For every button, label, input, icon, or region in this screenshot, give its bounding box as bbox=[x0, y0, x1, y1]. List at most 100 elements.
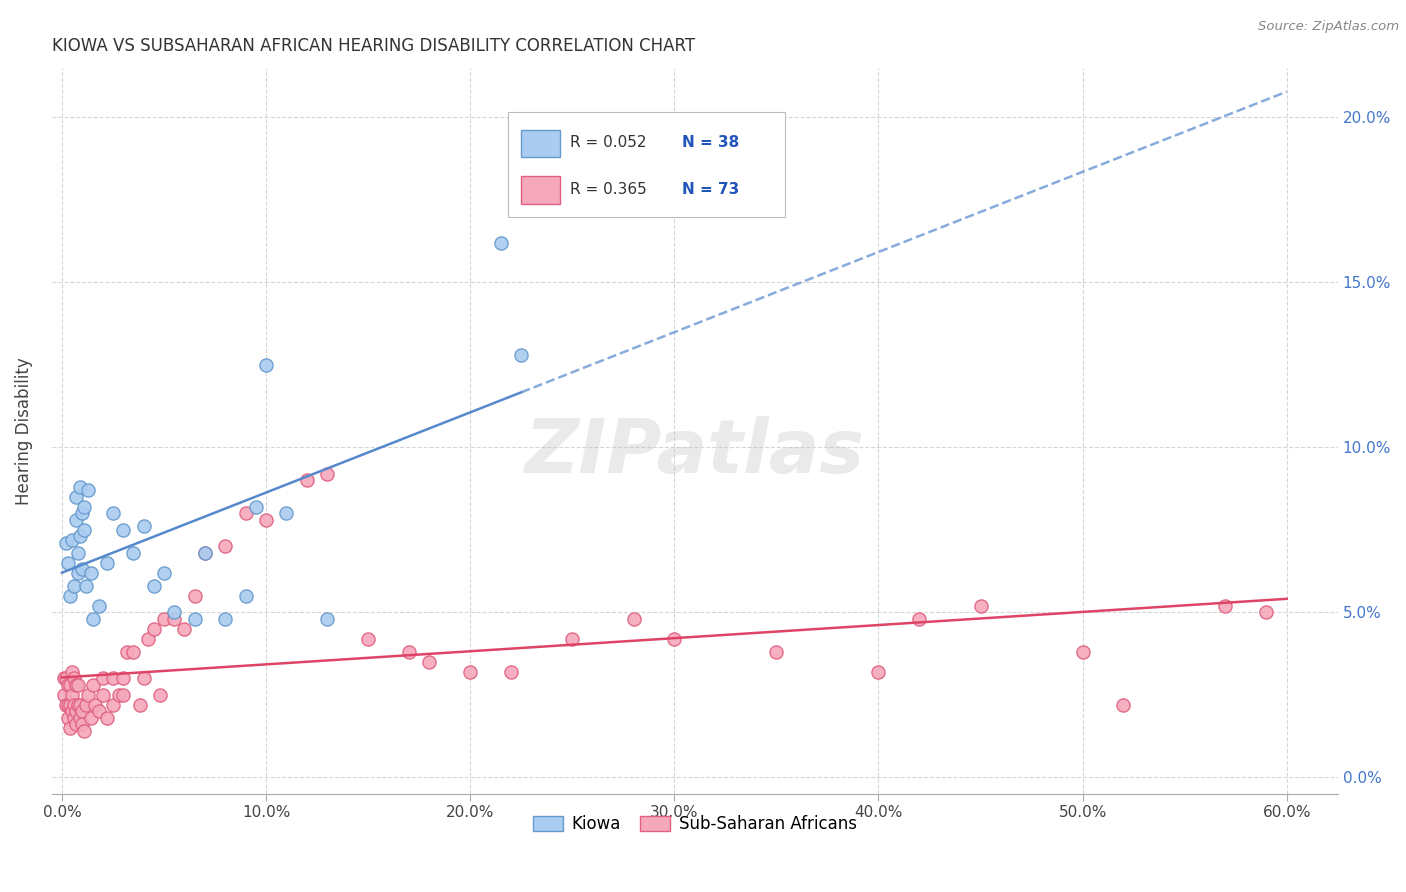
Point bbox=[194, 546, 217, 560]
Text: KIOWA VS SUBSAHARAN AFRICAN HEARING DISABILITY CORRELATION CHART: KIOWA VS SUBSAHARAN AFRICAN HEARING DISA… bbox=[52, 37, 695, 55]
Point bbox=[60, 533, 83, 547]
Point bbox=[112, 523, 135, 537]
Point bbox=[72, 704, 94, 718]
Point bbox=[398, 645, 420, 659]
Point bbox=[77, 688, 100, 702]
Point bbox=[132, 519, 155, 533]
FancyBboxPatch shape bbox=[522, 176, 560, 203]
Point bbox=[96, 556, 118, 570]
Point bbox=[53, 688, 76, 702]
Text: R = 0.365: R = 0.365 bbox=[569, 182, 647, 196]
Point bbox=[53, 671, 76, 685]
Point bbox=[245, 500, 267, 514]
Point bbox=[82, 612, 104, 626]
Point bbox=[75, 579, 97, 593]
Point bbox=[101, 698, 124, 712]
Point bbox=[108, 688, 131, 702]
Point bbox=[489, 235, 512, 250]
Point bbox=[55, 698, 77, 712]
FancyBboxPatch shape bbox=[509, 112, 785, 217]
Point bbox=[183, 612, 205, 626]
Point bbox=[60, 688, 83, 702]
Point bbox=[56, 711, 79, 725]
Point bbox=[128, 698, 150, 712]
Point bbox=[163, 612, 186, 626]
Point bbox=[72, 506, 94, 520]
Point bbox=[510, 348, 533, 362]
Point bbox=[65, 678, 87, 692]
FancyBboxPatch shape bbox=[522, 129, 560, 157]
Point bbox=[418, 655, 440, 669]
Point bbox=[623, 612, 645, 626]
Point bbox=[295, 473, 318, 487]
Text: ZIPatlas: ZIPatlas bbox=[524, 416, 865, 489]
Point bbox=[664, 632, 686, 646]
Point bbox=[316, 467, 339, 481]
Point bbox=[214, 539, 236, 553]
Point bbox=[65, 717, 87, 731]
Point bbox=[132, 671, 155, 685]
Point bbox=[65, 513, 87, 527]
Point bbox=[194, 546, 217, 560]
Point bbox=[73, 523, 96, 537]
Point bbox=[60, 665, 83, 679]
Point bbox=[136, 632, 159, 646]
Point bbox=[254, 513, 277, 527]
Point bbox=[56, 678, 79, 692]
Point bbox=[82, 678, 104, 692]
Legend: Kiowa, Sub-Saharan Africans: Kiowa, Sub-Saharan Africans bbox=[526, 808, 863, 839]
Point bbox=[142, 622, 165, 636]
Point bbox=[63, 671, 86, 685]
Point bbox=[73, 500, 96, 514]
Point bbox=[63, 698, 86, 712]
Point bbox=[69, 480, 91, 494]
Point bbox=[72, 562, 94, 576]
Point bbox=[83, 698, 105, 712]
Point bbox=[55, 536, 77, 550]
Point bbox=[59, 589, 82, 603]
Point bbox=[59, 721, 82, 735]
Point bbox=[214, 612, 236, 626]
Text: N = 73: N = 73 bbox=[682, 182, 740, 196]
Point bbox=[101, 671, 124, 685]
Point bbox=[67, 546, 90, 560]
Point bbox=[69, 711, 91, 725]
Point bbox=[969, 599, 991, 613]
Point bbox=[56, 698, 79, 712]
Point bbox=[91, 671, 114, 685]
Text: N = 38: N = 38 bbox=[682, 136, 740, 150]
Point bbox=[1215, 599, 1237, 613]
Point bbox=[63, 711, 86, 725]
Point bbox=[1112, 698, 1135, 712]
Point bbox=[59, 678, 82, 692]
Point bbox=[868, 665, 890, 679]
Point bbox=[153, 566, 176, 580]
Point bbox=[163, 605, 186, 619]
Point bbox=[67, 566, 90, 580]
Point bbox=[79, 566, 101, 580]
Point bbox=[1256, 605, 1278, 619]
Point bbox=[56, 556, 79, 570]
Point bbox=[75, 698, 97, 712]
Point bbox=[69, 698, 91, 712]
Point bbox=[142, 579, 165, 593]
Point bbox=[69, 529, 91, 543]
Point bbox=[63, 579, 86, 593]
Point bbox=[254, 358, 277, 372]
Point bbox=[153, 612, 176, 626]
Point bbox=[316, 612, 339, 626]
Text: R = 0.052: R = 0.052 bbox=[569, 136, 647, 150]
Point bbox=[149, 688, 172, 702]
Point bbox=[561, 632, 583, 646]
Point bbox=[87, 704, 110, 718]
Point bbox=[499, 665, 522, 679]
Point bbox=[458, 665, 481, 679]
Point bbox=[65, 490, 87, 504]
Point bbox=[72, 717, 94, 731]
Point bbox=[67, 678, 90, 692]
Point bbox=[101, 506, 124, 520]
Point bbox=[60, 704, 83, 718]
Point bbox=[55, 671, 77, 685]
Point bbox=[87, 599, 110, 613]
Point bbox=[235, 589, 257, 603]
